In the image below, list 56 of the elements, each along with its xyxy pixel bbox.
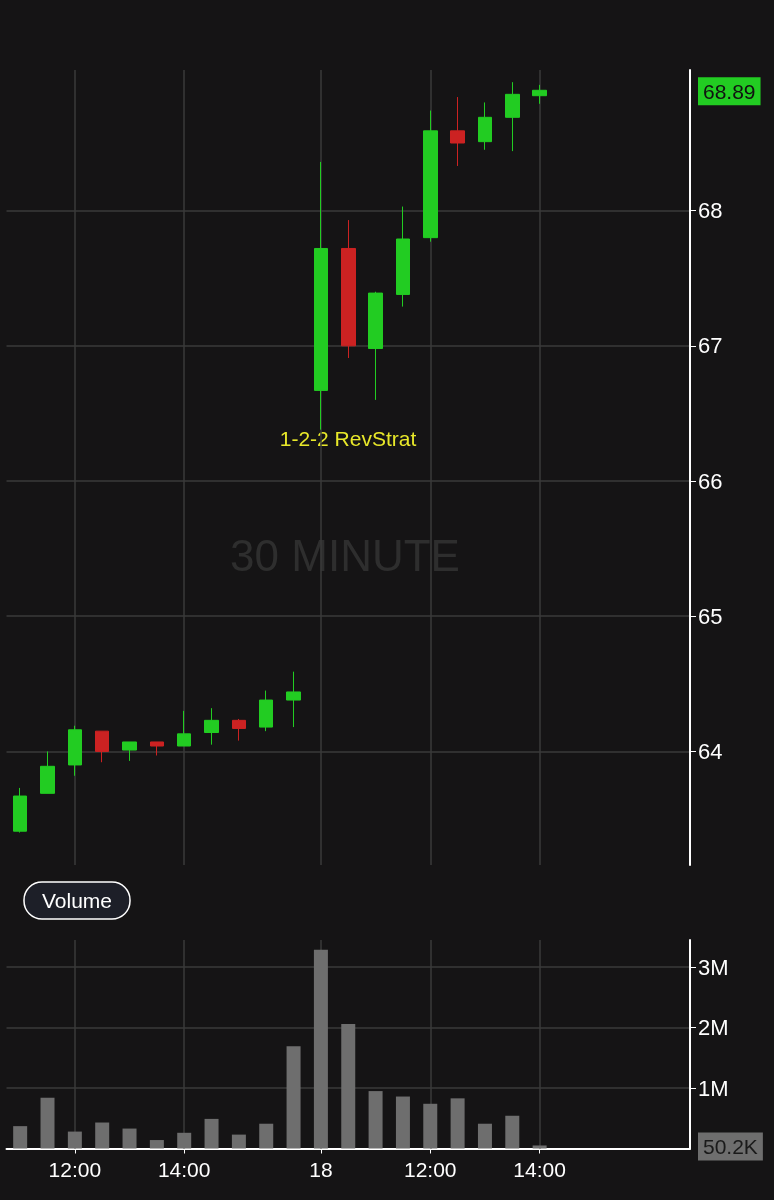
candlestick — [532, 84, 547, 105]
x-tick-label: 12:00 — [48, 1157, 102, 1181]
candlestick — [150, 741, 164, 756]
y-tick-label: 2M — [698, 1015, 729, 1041]
candlestick — [450, 96, 465, 167]
bar — [122, 1128, 137, 1149]
bar — [505, 1115, 520, 1149]
bar — [149, 1140, 164, 1149]
candlestick — [122, 741, 137, 762]
candlestick — [368, 291, 383, 401]
bar — [532, 1145, 547, 1149]
y-tick-label: 65 — [698, 603, 723, 629]
bar — [313, 949, 328, 1149]
bar — [231, 1134, 246, 1149]
candlestick — [177, 710, 191, 747]
bar — [368, 1091, 383, 1149]
candlestick — [95, 730, 109, 763]
bar — [286, 1046, 301, 1149]
y-tick-label: 1M — [698, 1075, 729, 1101]
candlestick — [478, 101, 492, 151]
y-tick-label: 66 — [698, 468, 723, 494]
text: 68.89 — [703, 80, 756, 104]
candlestick — [232, 718, 246, 742]
candlestick — [396, 206, 410, 308]
candlestick — [204, 707, 219, 746]
bar — [450, 1098, 465, 1149]
x-tick-label: 18 — [309, 1157, 333, 1181]
annotation: 1-2-2 RevStrat — [279, 426, 417, 450]
chart-title: Volume — [42, 889, 113, 912]
candlestick — [423, 110, 438, 243]
y-tick-label: 3M — [698, 954, 729, 980]
candlestick — [286, 671, 301, 728]
candlestick — [259, 690, 273, 732]
bar — [204, 1118, 219, 1149]
bar — [40, 1097, 55, 1149]
candlestick — [68, 725, 82, 777]
candlestick — [341, 219, 356, 359]
bar — [95, 1122, 110, 1149]
y-tick-label: 67 — [698, 333, 723, 359]
x-tick-label: 14:00 — [513, 1157, 566, 1181]
bar — [259, 1123, 274, 1149]
bar — [67, 1131, 82, 1149]
bar — [477, 1123, 492, 1149]
candlestick — [40, 750, 55, 794]
candlestick — [13, 787, 27, 834]
bar — [177, 1132, 192, 1149]
y-tick-label: 64 — [698, 738, 723, 764]
text: 50.2K — [703, 1135, 758, 1159]
x-tick-label: 14:00 — [157, 1157, 211, 1181]
y-tick-label: 68 — [698, 198, 723, 224]
candlestick — [505, 81, 520, 152]
bar — [341, 1024, 356, 1149]
bar — [13, 1126, 28, 1149]
x-tick-label: 12:00 — [403, 1157, 457, 1181]
bar — [423, 1103, 438, 1149]
bar — [395, 1096, 410, 1149]
